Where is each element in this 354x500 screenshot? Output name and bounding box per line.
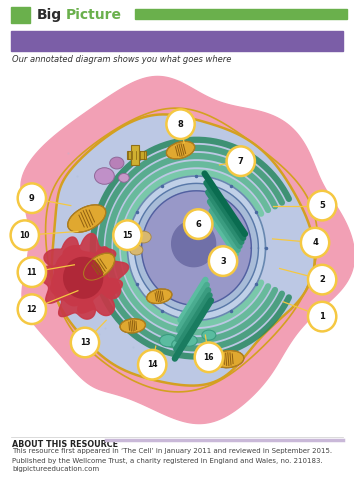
Circle shape: [18, 294, 46, 324]
Polygon shape: [64, 258, 103, 298]
Text: 6: 6: [195, 220, 201, 228]
Ellipse shape: [136, 231, 151, 243]
Polygon shape: [135, 184, 258, 313]
Text: 2: 2: [319, 275, 325, 284]
Text: 15: 15: [122, 230, 133, 239]
Polygon shape: [70, 264, 122, 316]
Ellipse shape: [166, 142, 195, 159]
Polygon shape: [172, 221, 216, 266]
Circle shape: [308, 265, 336, 294]
Circle shape: [113, 220, 142, 250]
Text: 11: 11: [27, 268, 37, 276]
Circle shape: [18, 184, 46, 213]
Circle shape: [11, 220, 39, 250]
Ellipse shape: [130, 245, 143, 255]
Text: 14: 14: [147, 360, 158, 369]
Text: ABOUT THIS RESOURCE: ABOUT THIS RESOURCE: [12, 440, 118, 449]
Text: 1: 1: [319, 312, 325, 321]
Text: 13: 13: [80, 338, 90, 347]
Circle shape: [166, 110, 195, 139]
Text: 4: 4: [312, 238, 318, 247]
Circle shape: [227, 146, 255, 176]
Polygon shape: [21, 76, 354, 424]
Circle shape: [308, 302, 336, 332]
Text: Finding your way around the animal cell: Finding your way around the animal cell: [19, 36, 270, 46]
Polygon shape: [52, 114, 315, 386]
Text: 9: 9: [29, 194, 35, 202]
Ellipse shape: [202, 330, 216, 340]
Polygon shape: [142, 191, 251, 306]
Polygon shape: [76, 247, 129, 299]
Text: 12: 12: [27, 304, 37, 314]
Ellipse shape: [68, 205, 106, 233]
Circle shape: [195, 342, 223, 372]
Text: 7: 7: [238, 156, 244, 166]
Polygon shape: [38, 254, 90, 306]
Ellipse shape: [160, 334, 177, 347]
Ellipse shape: [119, 174, 129, 182]
Bar: [131, 144, 139, 165]
Text: 8: 8: [178, 120, 183, 128]
Text: Our annotated diagram shows you what goes where: Our annotated diagram shows you what goe…: [12, 56, 232, 64]
Text: 3: 3: [220, 256, 226, 266]
Text: Big: Big: [37, 8, 62, 22]
Circle shape: [184, 210, 212, 239]
Circle shape: [209, 246, 237, 276]
Ellipse shape: [95, 168, 114, 184]
Bar: [127, 151, 146, 160]
Text: Picture: Picture: [65, 8, 121, 22]
Ellipse shape: [120, 319, 145, 333]
Text: 16: 16: [204, 353, 214, 362]
Circle shape: [71, 328, 99, 358]
Text: 10: 10: [19, 230, 30, 239]
Ellipse shape: [182, 335, 197, 346]
Circle shape: [18, 258, 46, 287]
Ellipse shape: [213, 350, 244, 368]
Circle shape: [138, 350, 166, 380]
Ellipse shape: [147, 289, 172, 304]
Polygon shape: [63, 234, 116, 285]
Circle shape: [308, 191, 336, 220]
Text: This resource first appeared in ‘The Cell’ in January 2011 and reviewed in Septe: This resource first appeared in ‘The Cel…: [12, 448, 332, 472]
Text: 5: 5: [319, 201, 325, 210]
Ellipse shape: [172, 340, 186, 349]
Ellipse shape: [110, 157, 124, 169]
Ellipse shape: [84, 253, 115, 280]
Polygon shape: [51, 267, 103, 319]
Polygon shape: [44, 237, 97, 289]
Circle shape: [301, 228, 329, 258]
Polygon shape: [127, 176, 266, 320]
